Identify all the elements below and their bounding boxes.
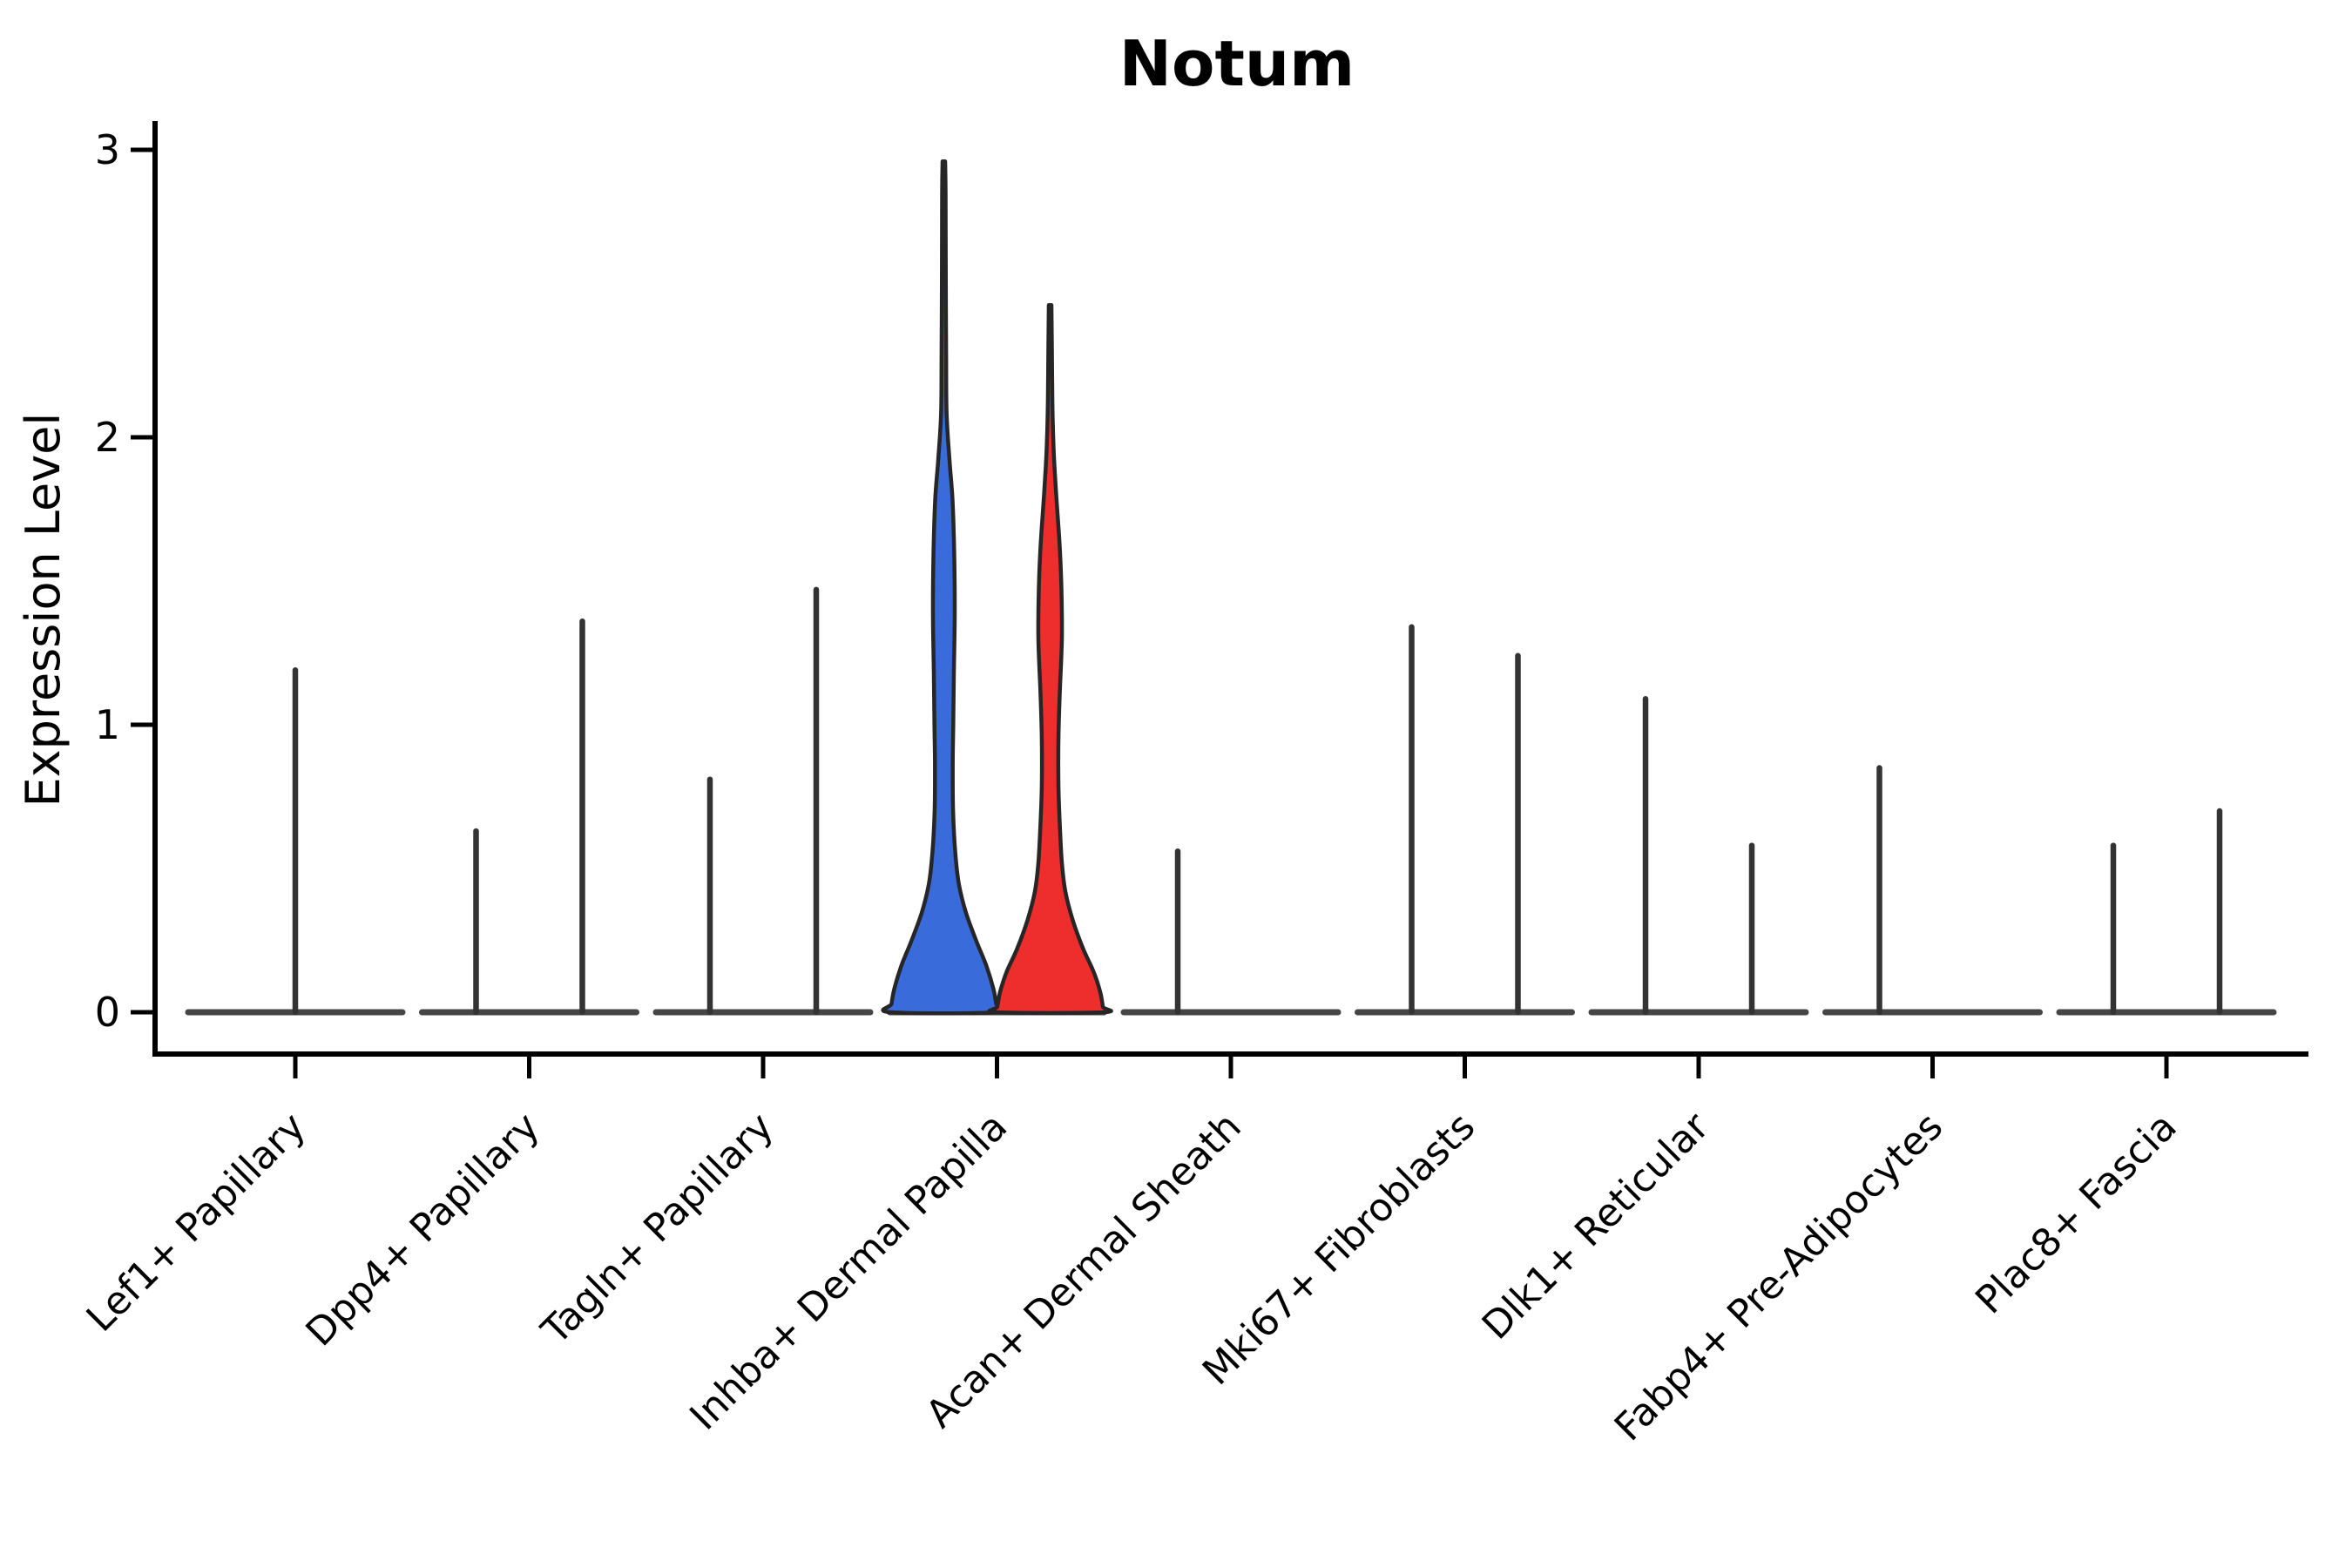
x-tick-label: Plac8+ Fascia [1967, 1105, 2186, 1323]
x-tick-label: Dpp4+ Papillary [298, 1105, 549, 1355]
y-tick-label: 1 [95, 701, 120, 748]
y-tick-label: 2 [95, 414, 120, 461]
violin-body-group1 [881, 159, 1007, 1016]
y-tick-label: 3 [95, 126, 120, 173]
violin-body-group2 [987, 302, 1113, 1016]
x-tick-label: Lef1+ Papillary [78, 1105, 314, 1341]
x-tick-label: Dlk1+ Reticular [1474, 1104, 1719, 1348]
y-tick-label: 0 [95, 989, 120, 1036]
y-axis-label: Expression Level [16, 413, 71, 808]
x-tick-label: Tagln+ Papillary [533, 1105, 782, 1354]
chart-title: Notum [1119, 27, 1355, 100]
